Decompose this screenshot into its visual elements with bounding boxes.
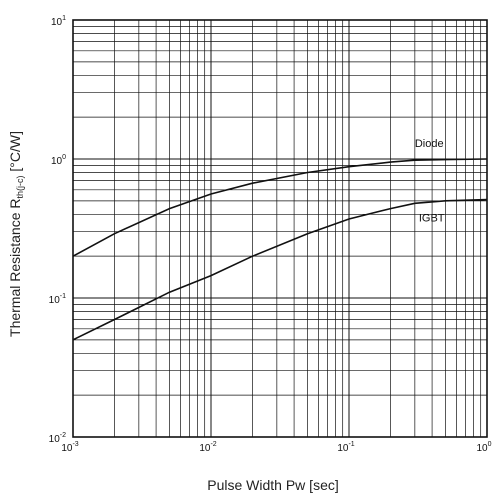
series-line-diode bbox=[72, 158, 488, 257]
y-tick-label: 10-1 bbox=[49, 293, 66, 306]
grid-lines bbox=[72, 20, 487, 438]
x-tick-label: 10-3 bbox=[61, 441, 78, 454]
x-tick-label: 10-2 bbox=[199, 441, 216, 454]
x-tick-labels: 10-3 10-2 10-1 100 bbox=[61, 441, 491, 454]
y-tick-labels: 10-2 10-1 100 101 bbox=[49, 15, 66, 445]
x-axis-label: Pulse Width Pw [sec] bbox=[207, 477, 339, 493]
series-labels: Diode IGBT bbox=[415, 138, 445, 224]
y-axis-label: Thermal Resistance Rth(j-c) [°C/W] bbox=[7, 131, 25, 337]
x-tick-label: 100 bbox=[476, 441, 491, 454]
y-tick-label: 10-2 bbox=[49, 432, 66, 445]
series-curves bbox=[72, 158, 488, 341]
series-line-igbt bbox=[72, 198, 488, 341]
y-tick-label: 101 bbox=[51, 15, 66, 28]
y-tick-label: 100 bbox=[51, 154, 66, 167]
series-label-diode: Diode bbox=[415, 138, 444, 150]
series-label-igbt: IGBT bbox=[419, 212, 445, 224]
plot-frame bbox=[72, 19, 488, 438]
x-tick-label: 10-1 bbox=[337, 441, 354, 454]
